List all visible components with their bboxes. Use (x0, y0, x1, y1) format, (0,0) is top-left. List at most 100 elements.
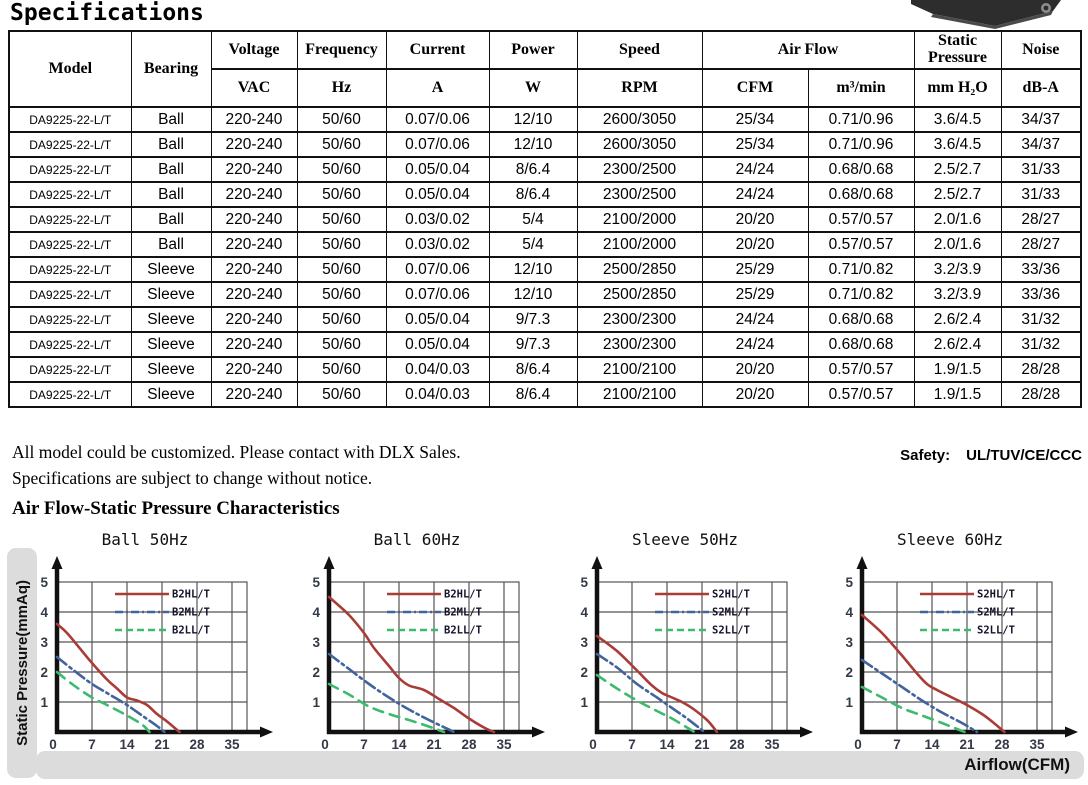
x-axis-label: Airflow(CFM) (964, 755, 1070, 774)
table-cell: 1.9/1.5 (913, 381, 1002, 408)
table-cell: 2300/2500 (576, 156, 703, 183)
table-cell: Ball (130, 231, 212, 258)
table-cell: 2.6/2.4 (913, 306, 1002, 333)
x-tick-label: 14 (119, 737, 135, 752)
series-curve (327, 682, 446, 734)
y-tick-label: 3 (580, 635, 588, 650)
x-tick-label: 14 (659, 737, 675, 752)
x-tick-label: 21 (154, 737, 170, 752)
x-tick-label: 14 (391, 737, 407, 752)
chart-title: Ball 60Hz (373, 530, 461, 549)
table-row: DA9225-22-L/T Ball 220-240 50/60 0.07/0.06 12… (8, 131, 1082, 158)
table-cell: 3.6/4.5 (913, 131, 1002, 158)
table-cell: 0.05/0.04 (385, 331, 490, 358)
table-cell: 220-240 (210, 356, 298, 383)
table-cell: 28/28 (1000, 356, 1082, 383)
table-cell: 8/6.4 (488, 356, 578, 383)
table-row: DA9225-22-L/T Ball 220-240 50/60 0.05/0.04 8/… (8, 156, 1082, 183)
table-cell: 31/33 (1000, 156, 1082, 183)
table-cell: 8/6.4 (488, 181, 578, 208)
col-noise: Noise (1000, 30, 1082, 70)
x-tick-label: 7 (88, 737, 96, 752)
y-tick-label: 5 (580, 575, 588, 590)
series-curve (595, 652, 706, 734)
table-cell: 8/6.4 (488, 156, 578, 183)
chart-canvas: 1 2 3 4 5 0 7 14 21 28 35 B2HL/T B2ML/T B2LL/T (40, 556, 273, 752)
page-title: Specifications (10, 0, 204, 26)
table-cell: 50/60 (296, 356, 387, 383)
table-cell: 3.6/4.5 (913, 106, 1002, 133)
table-cell: 3.2/3.9 (913, 281, 1002, 308)
x-tick-label: 21 (959, 737, 975, 752)
unit-noise: dB-A (1000, 68, 1082, 108)
note-line-2: Specifications are subject to change wit… (12, 468, 373, 488)
y-tick-label: 1 (40, 695, 48, 710)
table-cell: 0.03/0.02 (385, 231, 490, 258)
table-cell: 3.2/3.9 (913, 256, 1002, 283)
x-tick-label: 28 (461, 737, 477, 752)
table-cell: 1.9/1.5 (913, 356, 1002, 383)
table-row: DA9225-22-L/T Sleeve 220-240 50/60 0.05/0.04… (8, 306, 1082, 333)
x-tick-label: 28 (994, 737, 1010, 752)
table-cell: DA9225-22-L/T (8, 231, 132, 258)
table-cell: DA9225-22-L/T (8, 331, 132, 358)
table-cell: 50/60 (296, 156, 387, 183)
table-cell: 0.04/0.03 (385, 356, 490, 383)
series-curve (55, 670, 151, 734)
chart-ball-60hz: Ball 60Hz 1 2 3 4 5 0 7 14 21 28 35 B2HL/T B2ML/T B2L… (289, 530, 545, 754)
x-tick-label: 7 (628, 737, 636, 752)
table-cell: 12/10 (488, 256, 578, 283)
x-tick-label: 28 (729, 737, 745, 752)
table-cell: 220-240 (210, 256, 298, 283)
x-tick-label: 0 (589, 737, 597, 752)
table-cell: 220-240 (210, 131, 298, 158)
table-cell: 25/34 (701, 106, 809, 133)
y-tick-label: 2 (845, 665, 853, 680)
table-row: DA9225-22-L/T Sleeve 220-240 50/60 0.04/0.03… (8, 356, 1082, 383)
y-tick-label: 4 (845, 605, 853, 620)
table-row: DA9225-22-L/T Ball 220-240 50/60 0.03/0.02 5/… (8, 206, 1082, 233)
table-cell: 0.57/0.57 (807, 231, 915, 258)
table-cell: 220-240 (210, 206, 298, 233)
chart-sleeve-60hz: Sleeve 60Hz 1 2 3 4 5 0 7 14 21 28 35 S2HL/T S2ML/T S… (822, 530, 1078, 754)
col-voltage: Voltage (210, 30, 298, 70)
table-cell: 9/7.3 (488, 331, 578, 358)
table-cell: Ball (130, 206, 212, 233)
table-cell: 12/10 (488, 281, 578, 308)
table-cell: 2.0/1.6 (913, 206, 1002, 233)
table-cell: Ball (130, 156, 212, 183)
table-cell: 220-240 (210, 231, 298, 258)
table-cell: 0.03/0.02 (385, 206, 490, 233)
unit-frequency: Hz (296, 68, 387, 108)
series-curve (595, 673, 696, 734)
series-curve (327, 595, 496, 734)
specifications-table: Model Bearing Voltage Frequency Current … (8, 30, 1082, 408)
chart-ball-50hz: Ball 50Hz 1 2 3 4 5 0 7 14 21 28 35 B2HL/T B2ML/T B2L… (17, 530, 273, 754)
chart-title: Sleeve 50Hz (632, 530, 738, 549)
unit-current: A (385, 68, 490, 108)
table-cell: 2.0/1.6 (913, 231, 1002, 258)
table-cell: 5/4 (488, 231, 578, 258)
chart-title: Ball 50Hz (101, 530, 189, 549)
table-cell: 2500/2850 (576, 281, 703, 308)
table-cell: 31/32 (1000, 331, 1082, 358)
table-cell: 50/60 (296, 231, 387, 258)
legend-label: B2LL/T (444, 625, 482, 637)
y-tick-label: 3 (845, 635, 853, 650)
col-power: Power (488, 30, 578, 70)
table-cell: DA9225-22-L/T (8, 306, 132, 333)
table-cell: Sleeve (130, 281, 212, 308)
table-cell: 24/24 (701, 181, 809, 208)
table-cell: 50/60 (296, 206, 387, 233)
table-cell: Sleeve (130, 356, 212, 383)
chart-sleeve-50hz: Sleeve 50Hz 1 2 3 4 5 0 7 14 21 28 35 S2HL/T S2ML/T S… (557, 530, 813, 754)
series-curve (595, 634, 719, 734)
y-tick-label: 5 (40, 575, 48, 590)
table-cell: 220-240 (210, 281, 298, 308)
y-tick-label: 4 (312, 605, 320, 620)
x-tick-label: 28 (189, 737, 205, 752)
table-cell: Ball (130, 181, 212, 208)
col-model: Model (8, 30, 132, 108)
legend-label: S2ML/T (712, 607, 750, 619)
